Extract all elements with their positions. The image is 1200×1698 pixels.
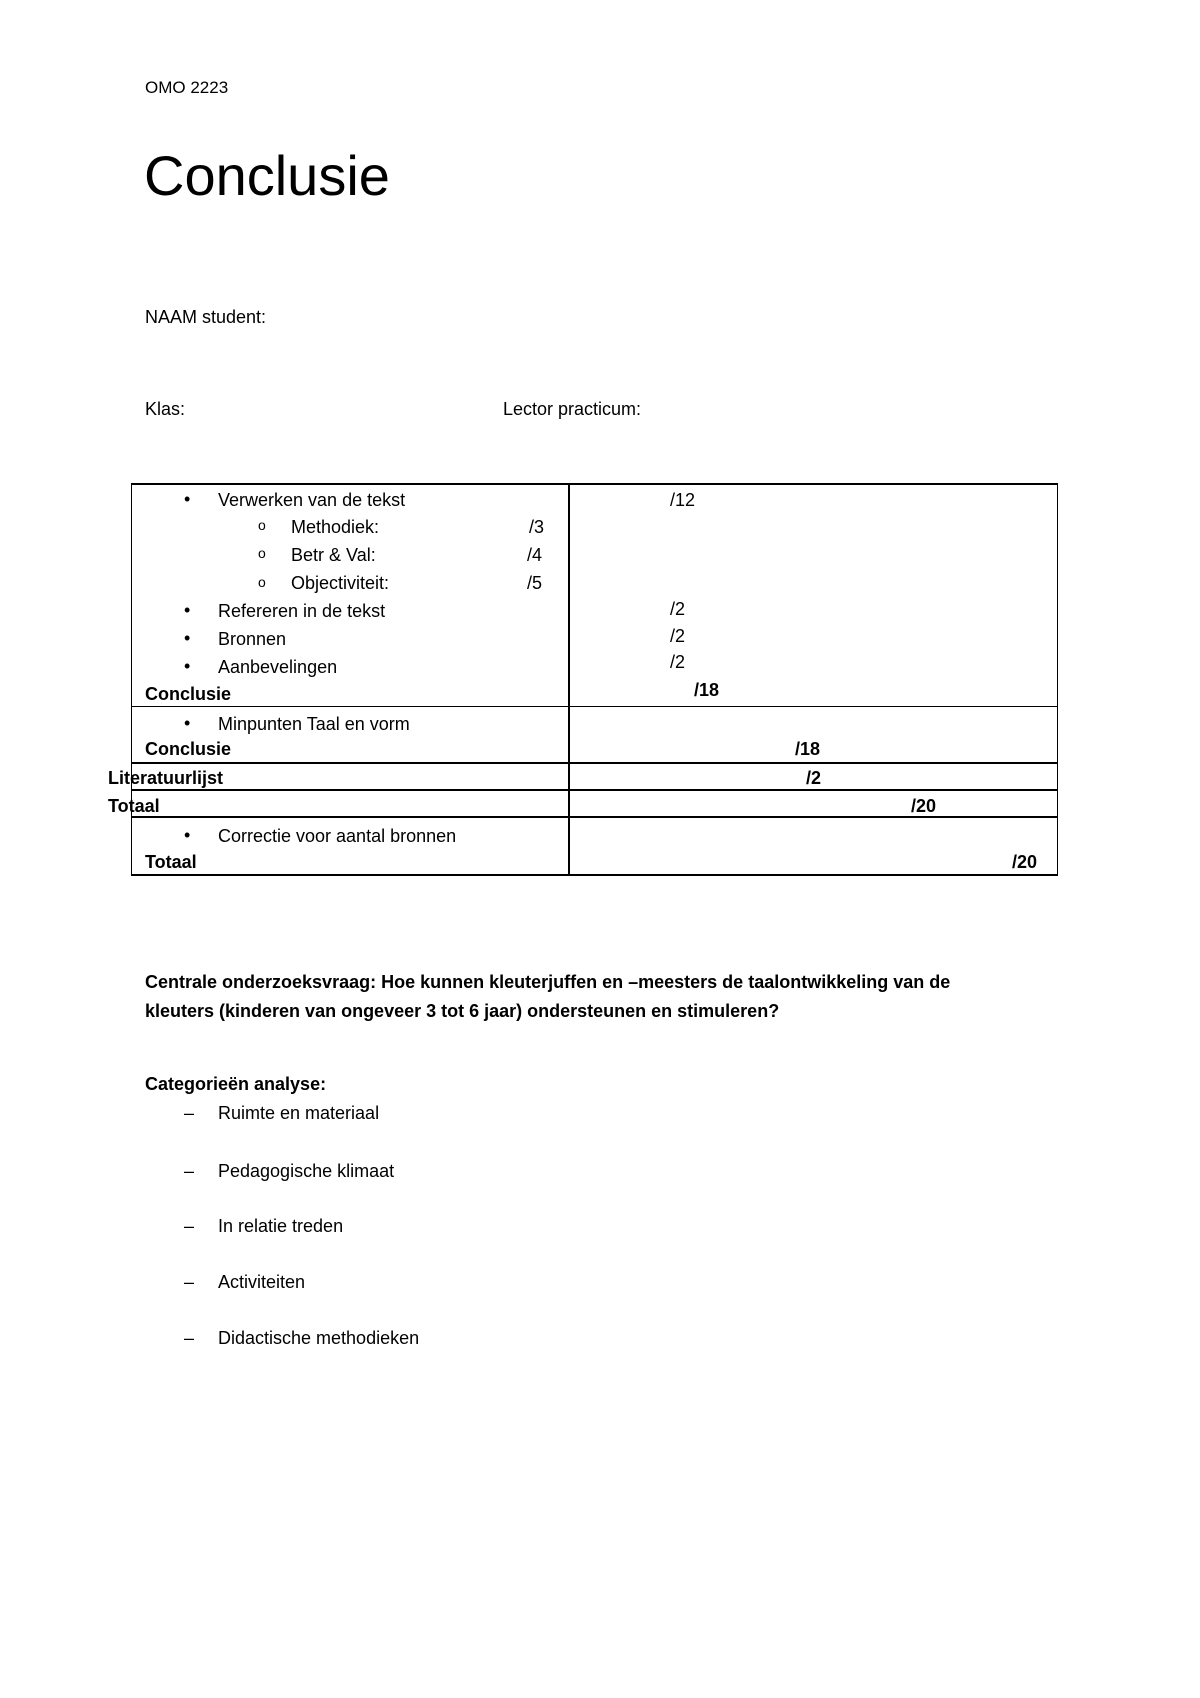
categories-label: Categorieën analyse:: [145, 1074, 327, 1094]
list-item: Activiteiten: [218, 1272, 306, 1292]
row-label: Bronnen: [218, 629, 287, 649]
row-score: /2: [670, 652, 686, 672]
row-score: /20: [911, 796, 937, 816]
dash-icon: –: [184, 1272, 195, 1292]
header-code: OMO 2223: [145, 78, 229, 97]
row-label: Objectiviteit:: [291, 573, 390, 593]
bullet-icon: •: [184, 825, 191, 845]
page-title: Conclusie: [144, 144, 390, 207]
list-item: In relatie treden: [218, 1216, 344, 1236]
dash-icon: –: [184, 1328, 195, 1348]
row-label: Conclusie: [145, 684, 232, 704]
list-item: Ruimte en materiaal: [218, 1103, 380, 1123]
row-label: Verwerken van de tekst: [218, 490, 406, 510]
row-score: /2: [670, 599, 686, 619]
circle-bullet-icon: o: [258, 545, 266, 561]
bullet-icon: •: [184, 600, 191, 620]
row-label: Correctie voor aantal bronnen: [218, 826, 457, 846]
list-item: Didactische methodieken: [218, 1328, 420, 1348]
row-score: /5: [527, 573, 543, 593]
row-score: /2: [806, 768, 822, 788]
row-label: Conclusie: [145, 739, 232, 759]
naam-label: NAAM student:: [145, 307, 267, 327]
row-score: /18: [694, 680, 720, 700]
row-score: /12: [670, 490, 696, 510]
dash-icon: –: [184, 1103, 195, 1123]
dash-icon: –: [184, 1216, 195, 1236]
row-label: Betr & Val:: [291, 545, 376, 565]
list-item: Pedagogische klimaat: [218, 1161, 395, 1181]
research-question: Centrale onderzoeksvraag: Hoe kunnen kle…: [145, 972, 951, 992]
bullet-icon: •: [184, 628, 191, 648]
row-label: Minpunten Taal en vorm: [218, 714, 410, 734]
klas-label: Klas:: [145, 399, 186, 419]
row-score: /18: [795, 739, 821, 759]
dash-icon: –: [184, 1161, 195, 1181]
row-score: /3: [529, 517, 545, 537]
circle-bullet-icon: o: [258, 574, 266, 590]
lector-label: Lector practicum:: [503, 399, 642, 419]
row-label: Totaal: [108, 796, 160, 816]
bullet-icon: •: [184, 489, 191, 509]
bullet-icon: •: [184, 713, 191, 733]
row-label: Refereren in de tekst: [218, 601, 386, 621]
row-label: Literatuurlijst: [108, 768, 224, 788]
row-score: /2: [670, 626, 686, 646]
row-score: /20: [1012, 852, 1038, 872]
row-label: Totaal: [145, 852, 197, 872]
row-label: Methodiek:: [291, 517, 380, 537]
row-label: Aanbevelingen: [218, 657, 338, 677]
row-score: /4: [527, 545, 543, 565]
circle-bullet-icon: o: [258, 517, 266, 533]
research-question-cont: kleuters (kinderen van ongeveer 3 tot 6 …: [145, 1001, 780, 1021]
bullet-icon: •: [184, 656, 191, 676]
